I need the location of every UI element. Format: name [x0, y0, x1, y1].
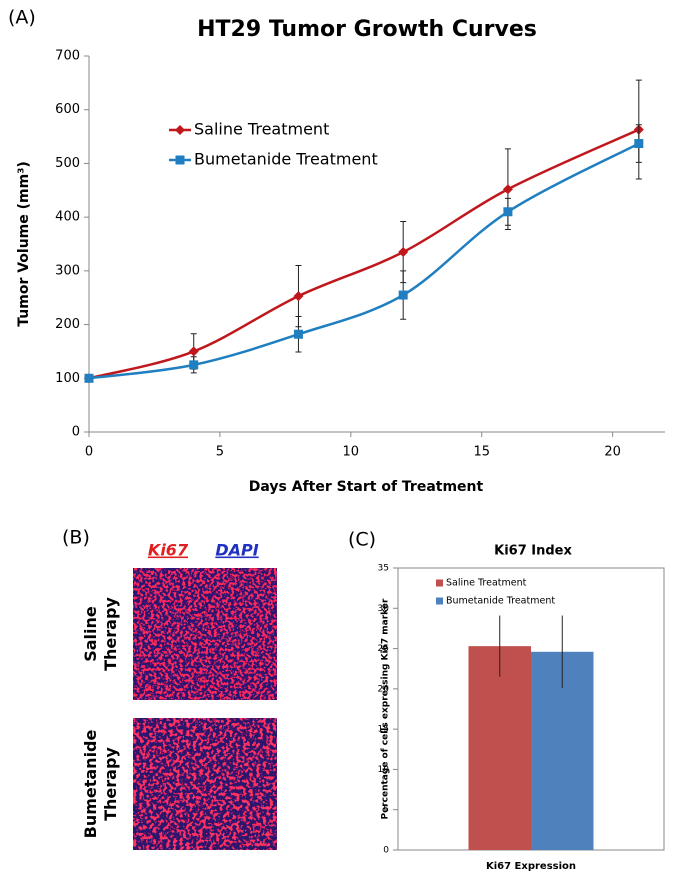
micrograph	[133, 718, 277, 850]
marker	[84, 373, 94, 383]
legend-swatch	[436, 579, 443, 587]
y-tick-label: 35	[378, 564, 389, 574]
marker	[502, 184, 513, 195]
marker	[398, 247, 409, 258]
y-tick-label: 100	[55, 371, 80, 386]
y-tick-label: 15	[378, 725, 389, 735]
y-tick-label: 600	[55, 102, 80, 117]
legend-swatch	[436, 597, 443, 605]
marker	[175, 125, 185, 135]
chart-title: Ki67 Index	[494, 544, 572, 559]
legend-label: Bumetanide Treatment	[446, 596, 555, 607]
y-tick-label: 200	[55, 317, 80, 332]
marker	[634, 139, 644, 149]
y-tick-label: 10	[378, 765, 390, 775]
y-tick-label: 20	[378, 684, 390, 694]
legend-label: Saline Treatment	[194, 120, 329, 139]
x-tick-label: 15	[473, 445, 490, 460]
legend-label: Bumetanide Treatment	[194, 150, 378, 169]
x-tick-label: 20	[604, 445, 621, 460]
legend-label: Saline Treatment	[446, 578, 527, 589]
x-tick-label: 0	[85, 445, 93, 460]
marker	[293, 291, 304, 302]
y-tick-label: 500	[55, 156, 80, 171]
marker	[398, 290, 408, 300]
panel-label: (B)	[62, 527, 90, 549]
series-line	[88, 142, 640, 380]
y-tick-label: 5	[383, 805, 389, 815]
stain-label: DAPI	[215, 541, 258, 560]
x-tick-label: Ki67 Expression	[486, 861, 576, 872]
marker	[188, 346, 199, 357]
marker	[175, 155, 185, 165]
x-tick-label: 5	[216, 445, 224, 460]
marker	[189, 360, 199, 370]
y-tick-label: 25	[378, 644, 389, 654]
y-axis-label: Percentage of cells expressing Ki67 mark…	[381, 598, 391, 820]
panel-label: (A)	[8, 7, 36, 29]
y-tick-label: 400	[55, 210, 80, 225]
y-tick-label: 700	[55, 49, 80, 64]
y-tick-label: 0	[72, 425, 80, 440]
y-tick-label: 300	[55, 263, 80, 278]
row-label: Bumetanide Therapy	[81, 729, 120, 839]
y-tick-label: 0	[383, 846, 389, 856]
row-label: Saline Therapy	[81, 597, 120, 671]
chart-title: HT29 Tumor Growth Curves	[197, 17, 537, 42]
marker	[293, 329, 303, 339]
y-tick-label: 30	[378, 604, 390, 614]
y-axis-label: Tumor Volume (mm³)	[16, 161, 32, 326]
marker	[503, 207, 513, 217]
panel-label: (C)	[348, 529, 376, 551]
stain-label: Ki67	[148, 541, 189, 560]
bar	[468, 646, 531, 850]
x-axis-label: Days After Start of Treatment	[249, 479, 484, 495]
x-tick-label: 10	[343, 445, 360, 460]
series-line	[88, 128, 640, 380]
micrograph	[133, 568, 277, 700]
